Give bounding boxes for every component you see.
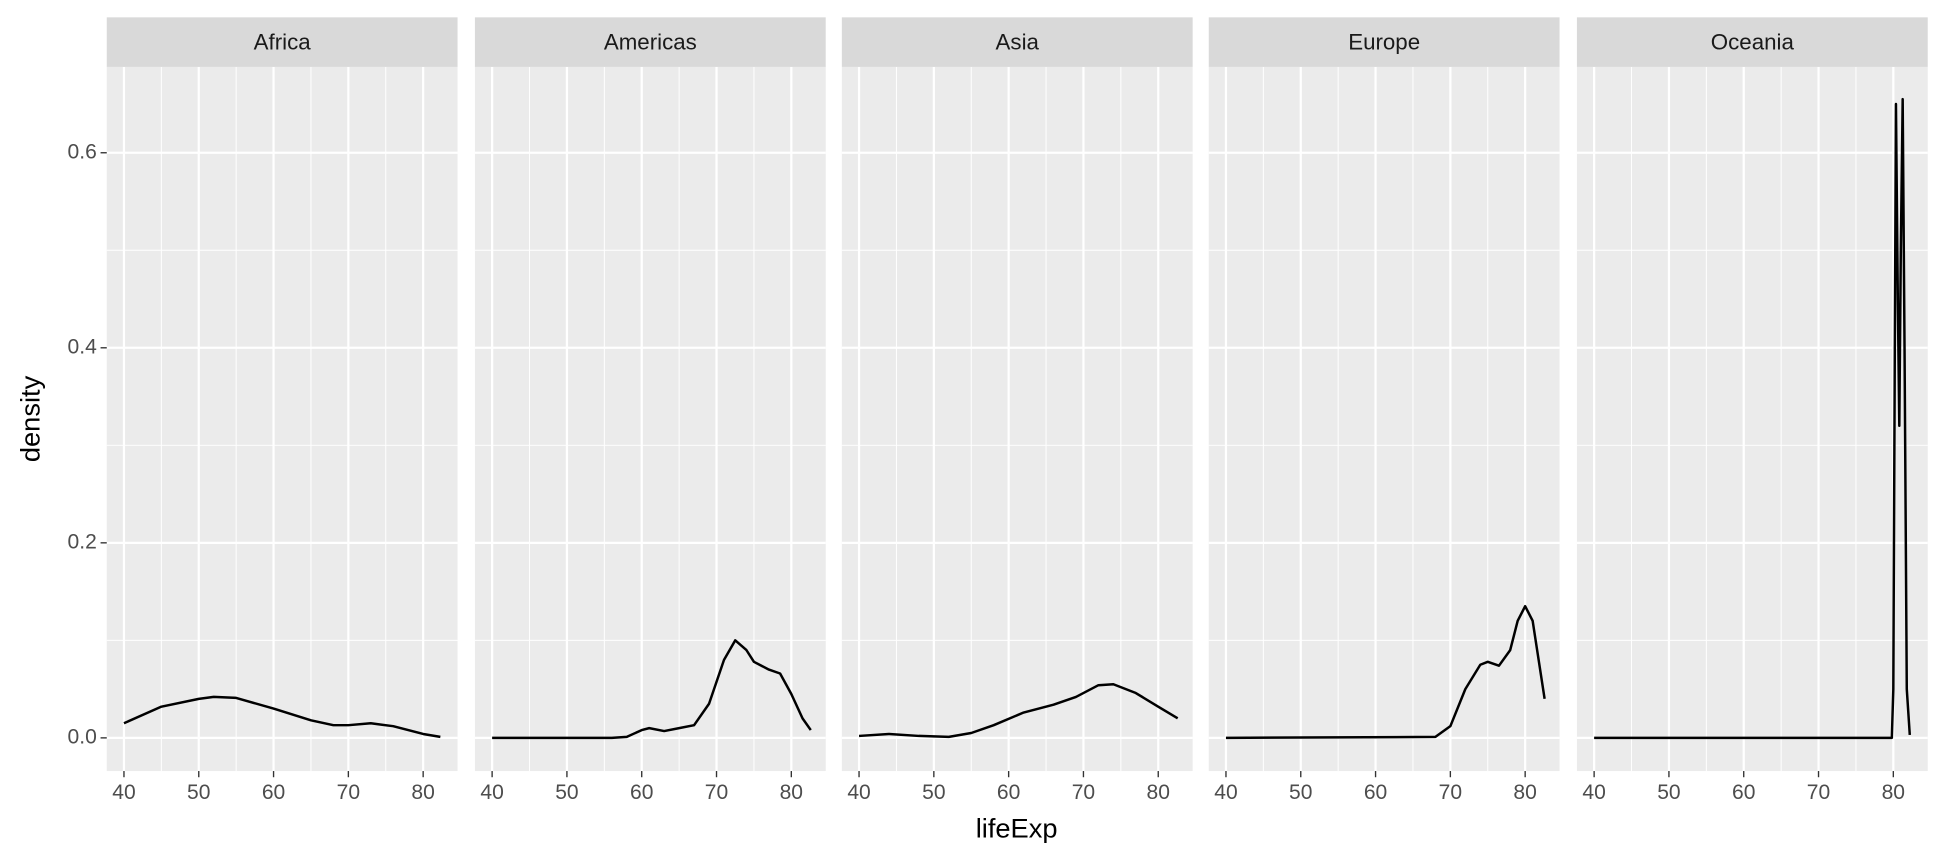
x-tick-label: 70 [1072,781,1095,804]
strip [1208,17,1560,67]
x-tick-label: 80 [780,781,803,804]
x-tick-label: 60 [262,781,285,804]
y-tick-label: 0.0 [68,725,97,748]
density-line [858,682,1179,739]
y-tick-label: 0.6 [68,140,97,163]
strip [106,17,458,67]
strip [841,17,1193,67]
x-tick-label: 50 [555,781,578,804]
panel-background [1576,66,1928,772]
x-tick-label: 40 [1582,781,1605,804]
x-tick-label: 40 [1214,781,1237,804]
y-tick-label: 0.2 [68,530,97,553]
x-tick-label: 50 [1289,781,1312,804]
x-tick-label: 70 [337,781,360,804]
x-tick-label: 80 [411,781,434,804]
x-tick-label: 70 [1439,781,1462,804]
panel-title: Asia [996,29,1040,54]
x-tick-label: 80 [1513,781,1536,804]
panel-title: Americas [604,29,697,54]
x-tick-label: 40 [480,781,503,804]
y-axis-title: density [15,375,46,462]
x-tick-label: 60 [1364,781,1387,804]
strip [1576,17,1928,67]
density-line [1225,604,1546,740]
panel-background [474,66,826,772]
x-tick-label: 70 [705,781,728,804]
x-tick-label: 60 [1732,781,1755,804]
panel-background [841,66,1193,772]
x-tick-label: 80 [1147,781,1170,804]
density-line [123,695,441,739]
x-tick-label: 40 [847,781,870,804]
y-tick-label: 0.4 [68,335,98,358]
density-line [1594,97,1912,740]
x-tick-label: 50 [922,781,945,804]
x-tick-label: 60 [630,781,653,804]
x-tick-label: 50 [187,781,210,804]
x-tick-label: 60 [997,781,1020,804]
strip [474,17,826,67]
panel-title: Europe [1348,29,1420,54]
panel-title: Oceania [1711,29,1795,54]
x-tick-label: 70 [1807,781,1830,804]
panel-background [1208,66,1560,772]
panel-background [106,66,458,772]
x-tick-label: 50 [1657,781,1680,804]
x-tick-label: 40 [112,781,135,804]
panel-title: Africa [254,29,312,54]
density-line [492,639,812,740]
x-axis-title: lifeExp [976,813,1058,844]
x-tick-label: 80 [1882,781,1905,804]
